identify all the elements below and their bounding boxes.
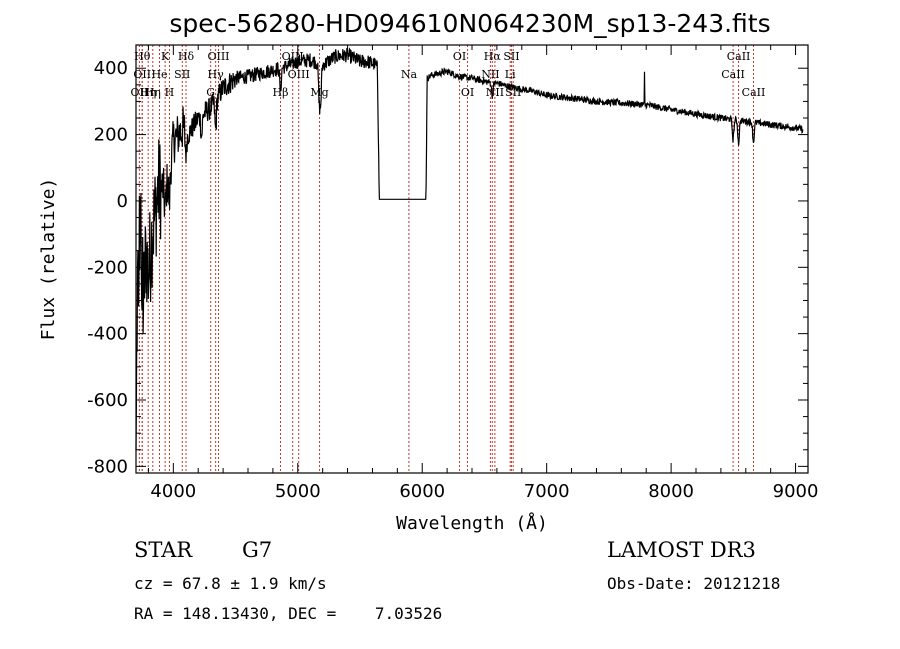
y-tick-label: -800	[87, 456, 128, 477]
line-marker-label: Hθ	[134, 50, 151, 63]
line-marker-label: CaII	[742, 86, 766, 99]
line-marker-label: OI	[461, 86, 474, 99]
y-axis-label: Flux (relative)	[38, 178, 59, 341]
coordinates: RA = 148.13430, DEC = 7.03526	[134, 604, 443, 623]
redshift-value: cz = 67.8 ± 1.9 km/s	[134, 574, 327, 593]
x-axis-ticks: 4000 5000 6000 7000 8000 9000	[147, 45, 819, 502]
x-tick-label: 7000	[524, 481, 570, 502]
x-tick-label: 6000	[399, 481, 445, 502]
line-marker-label: Hη	[140, 86, 156, 99]
y-tick-label: 0	[117, 191, 128, 212]
line-marker-label: Hη	[145, 86, 161, 99]
line-marker-label: Na	[401, 68, 418, 81]
y-tick-label: -400	[87, 324, 128, 345]
line-marker-label: SII	[503, 50, 519, 63]
line-marker-label: He	[151, 68, 167, 81]
y-tick-label: 400	[94, 58, 128, 79]
y-tick-label: -600	[87, 390, 128, 411]
line-marker-label: K	[161, 50, 170, 63]
line-marker-label: Mg	[310, 86, 328, 99]
plot-frame	[135, 44, 809, 474]
x-tick-label: 8000	[648, 481, 694, 502]
line-marker-label: Hδ	[178, 50, 195, 63]
line-marker-label: Hα	[484, 50, 502, 63]
line-marker-label: Hγ	[208, 68, 225, 81]
line-marker-label: SII	[174, 68, 190, 81]
line-marker-labels: OIIOIIHθHηHηHeKHSIIHδGHγOIIIHβOIIIOIIIMg…	[131, 50, 766, 99]
line-marker-label: Hβ	[273, 86, 289, 99]
line-marker-label: NII	[486, 86, 504, 99]
x-tick-label: 5000	[275, 481, 321, 502]
line-marker-label: OII	[133, 68, 151, 81]
line-marker-label: OIII	[288, 68, 310, 81]
x-tick-label: 4000	[150, 481, 196, 502]
line-marker-label: NII	[481, 68, 499, 81]
line-marker-label: H	[165, 86, 175, 99]
x-axis-label: Wavelength (Å)	[396, 512, 548, 534]
y-tick-label: -200	[87, 257, 128, 278]
chart-title: spec-56280-HD094610N064230M_sp13-243.fit…	[169, 9, 770, 38]
y-tick-label: 200	[94, 125, 128, 146]
line-marker-label: CaII	[727, 50, 751, 63]
object-class: STAR	[134, 538, 193, 562]
x-tick-label: 9000	[773, 481, 819, 502]
line-marker-label: G	[206, 86, 215, 99]
observation-date: Obs-Date: 20121218	[607, 574, 781, 593]
spectrum-line	[135, 47, 804, 450]
line-marker-label: CaII	[721, 68, 745, 81]
line-marker-label: OI	[453, 50, 466, 63]
object-subclass: G7	[242, 538, 273, 562]
y-axis-ticks: -800 -600 -400 -200 0 200 400	[87, 58, 808, 477]
survey-name: LAMOST DR3	[607, 538, 756, 562]
line-marker-label: Li	[505, 68, 516, 81]
line-marker-label: OIII	[207, 50, 229, 63]
line-marker-label: OII	[131, 86, 149, 99]
